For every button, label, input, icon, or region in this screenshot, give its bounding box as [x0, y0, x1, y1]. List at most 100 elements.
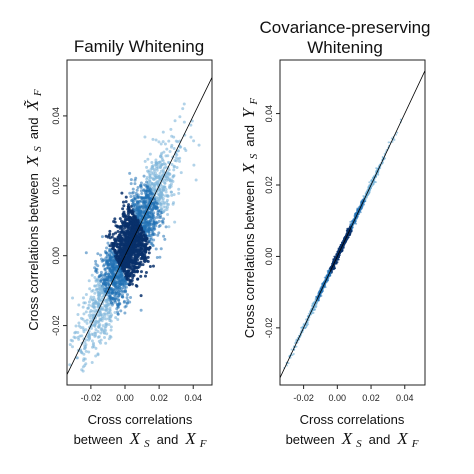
right-reference-line — [280, 70, 425, 379]
left-data-point — [106, 241, 110, 245]
left-data-point — [129, 255, 133, 259]
left-data-point — [87, 313, 91, 317]
left-data-point — [143, 159, 147, 163]
left-data-point — [104, 341, 108, 345]
left-data-point — [154, 171, 158, 175]
left-data-point — [96, 252, 100, 256]
left-data-point — [122, 283, 126, 287]
left-data-point — [142, 183, 146, 187]
left-data-point — [143, 196, 147, 200]
left-data-point — [92, 323, 96, 327]
left-data-point — [119, 249, 123, 253]
left-data-point — [128, 272, 132, 276]
left-data-point — [82, 330, 86, 334]
left-data-point — [122, 204, 126, 208]
left-data-point — [126, 222, 130, 226]
left-data-point — [113, 217, 117, 221]
left-data-point — [116, 310, 120, 314]
right-data-point — [399, 118, 402, 121]
left-data-point — [144, 216, 148, 220]
left-data-point — [77, 337, 81, 341]
right-data-point — [343, 237, 346, 240]
left-data-point — [189, 123, 193, 127]
right-data-point — [287, 362, 290, 365]
right-data-point — [302, 325, 305, 328]
left-data-point — [91, 309, 95, 313]
left-data-point — [140, 252, 144, 256]
left-data-point — [130, 282, 134, 286]
left-data-point — [99, 317, 103, 321]
right-data-point — [307, 323, 310, 326]
left-data-point — [118, 217, 122, 221]
left-data-point — [96, 329, 100, 333]
left-data-point — [117, 283, 121, 287]
left-data-point — [115, 286, 119, 290]
left-data-point — [109, 275, 113, 279]
left-data-point — [165, 202, 169, 206]
right-data-point — [335, 262, 338, 265]
left-data-point — [129, 182, 133, 186]
left-data-point — [160, 158, 164, 162]
left-xlabel-prefix: between — [74, 432, 123, 447]
left-data-point — [136, 277, 140, 281]
left-data-point — [143, 260, 147, 264]
left-data-point — [99, 253, 103, 257]
left-data-point — [136, 230, 140, 234]
left-data-point — [119, 237, 123, 241]
left-data-point — [154, 138, 158, 142]
left-data-point — [126, 298, 130, 302]
right-x-tick-label: -0.02 — [293, 393, 314, 403]
left-data-point — [130, 259, 134, 263]
left-data-point — [158, 171, 162, 175]
left-data-point — [128, 191, 132, 195]
left-data-point — [113, 251, 117, 255]
left-data-point — [143, 253, 147, 257]
right-panel: Covariance-preserving Whitening Cross co… — [239, 18, 431, 450]
left-data-point — [146, 260, 150, 264]
left-data-point — [143, 224, 147, 228]
left-data-point — [94, 259, 98, 263]
left-data-point — [121, 252, 125, 256]
left-data-point — [101, 276, 105, 280]
left-data-point — [131, 187, 135, 191]
left-data-point — [108, 291, 112, 295]
left-ylabel-sub1: S — [32, 146, 44, 152]
left-y-tick-label: 0.04 — [51, 107, 61, 125]
right-data-point — [311, 312, 314, 315]
left-data-point — [143, 256, 147, 260]
right-data-point — [314, 308, 316, 311]
left-data-point — [129, 250, 133, 254]
left-data-point — [92, 295, 96, 299]
left-data-point — [121, 261, 125, 265]
right-title-line1: Covariance-preserving — [259, 18, 430, 37]
left-data-point — [132, 260, 136, 264]
left-data-point — [94, 262, 98, 266]
left-data-point — [154, 160, 158, 164]
left-data-point — [148, 175, 152, 179]
left-data-point — [153, 200, 157, 204]
left-data-point — [130, 247, 134, 251]
left-data-point — [143, 135, 147, 139]
left-data-point — [162, 217, 166, 221]
left-data-point — [87, 338, 91, 342]
left-data-point — [114, 243, 118, 247]
left-data-point — [123, 247, 127, 251]
left-data-point — [165, 198, 169, 202]
left-data-point — [161, 130, 165, 134]
left-data-point — [94, 346, 98, 350]
left-data-point — [128, 218, 132, 222]
left-data-point — [133, 270, 137, 274]
left-data-point — [84, 328, 88, 332]
left-data-point — [124, 223, 128, 227]
right-data-point — [368, 181, 371, 184]
left-data-point — [133, 197, 137, 201]
left-data-point — [149, 209, 153, 213]
right-data-point — [338, 247, 341, 250]
left-data-point — [136, 248, 140, 252]
left-data-point — [197, 143, 201, 147]
left-data-point — [162, 185, 166, 189]
left-data-point — [100, 307, 104, 311]
left-data-point — [148, 188, 152, 192]
right-xlabel-var1: X — [341, 429, 353, 448]
right-ylabel: Cross correlations between X S and Y F — [239, 98, 260, 339]
